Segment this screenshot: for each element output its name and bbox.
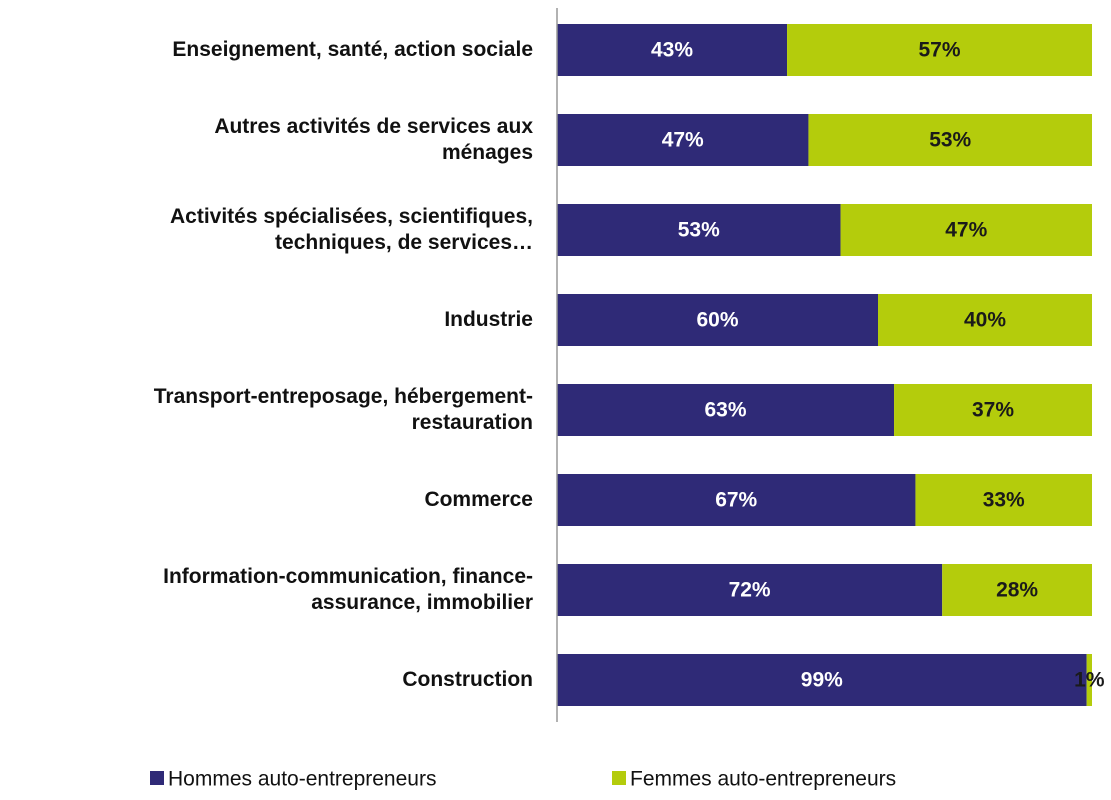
bar-segment — [787, 24, 1092, 76]
value-label: 53% — [929, 129, 971, 152]
bar-segment — [557, 24, 788, 76]
value-label: 60% — [696, 309, 738, 332]
bar-segment — [557, 654, 1087, 706]
legend-swatch — [612, 771, 626, 785]
bar-segment — [878, 294, 1092, 346]
value-label: 1% — [1074, 669, 1105, 692]
value-label: 37% — [972, 399, 1014, 422]
category-label: Information-communication, finance- assu… — [163, 565, 533, 614]
value-label: 33% — [983, 489, 1025, 512]
bar-segment — [1086, 654, 1092, 706]
category-label: Industrie — [444, 308, 533, 331]
bar-segment — [557, 564, 943, 616]
value-label: 53% — [678, 219, 720, 242]
category-label: Activités spécialisées, scientifiques, t… — [169, 205, 533, 254]
value-label: 99% — [801, 669, 843, 692]
bar-segment — [942, 564, 1092, 616]
value-label: 57% — [919, 39, 961, 62]
value-label: 43% — [651, 39, 693, 62]
legend-label: Hommes auto-entrepreneurs — [168, 768, 436, 791]
legend-swatch — [150, 771, 164, 785]
value-label: 47% — [945, 219, 987, 242]
category-label: Construction — [402, 668, 533, 691]
bar-segment — [557, 474, 916, 526]
value-label: 28% — [996, 579, 1038, 602]
bar-segment — [894, 384, 1092, 436]
bar-segment — [557, 294, 878, 346]
value-label: 67% — [715, 489, 757, 512]
legend-label: Femmes auto-entrepreneurs — [630, 768, 896, 791]
category-label: Autres activités de services aux ménages — [214, 115, 533, 164]
bar-segment — [915, 474, 1092, 526]
bar-segment — [557, 114, 809, 166]
bar-segment — [808, 114, 1092, 166]
value-label: 72% — [729, 579, 771, 602]
bar-segment — [557, 384, 895, 436]
category-label: Commerce — [424, 488, 533, 511]
value-label: 63% — [705, 399, 747, 422]
category-label: Transport-entreposage, hébergement- rest… — [153, 385, 533, 434]
bar-segment — [557, 204, 841, 256]
value-label: 47% — [662, 129, 704, 152]
bar-segment — [840, 204, 1092, 256]
value-label: 40% — [964, 309, 1006, 332]
category-label: Enseignement, santé, action sociale — [172, 38, 533, 61]
